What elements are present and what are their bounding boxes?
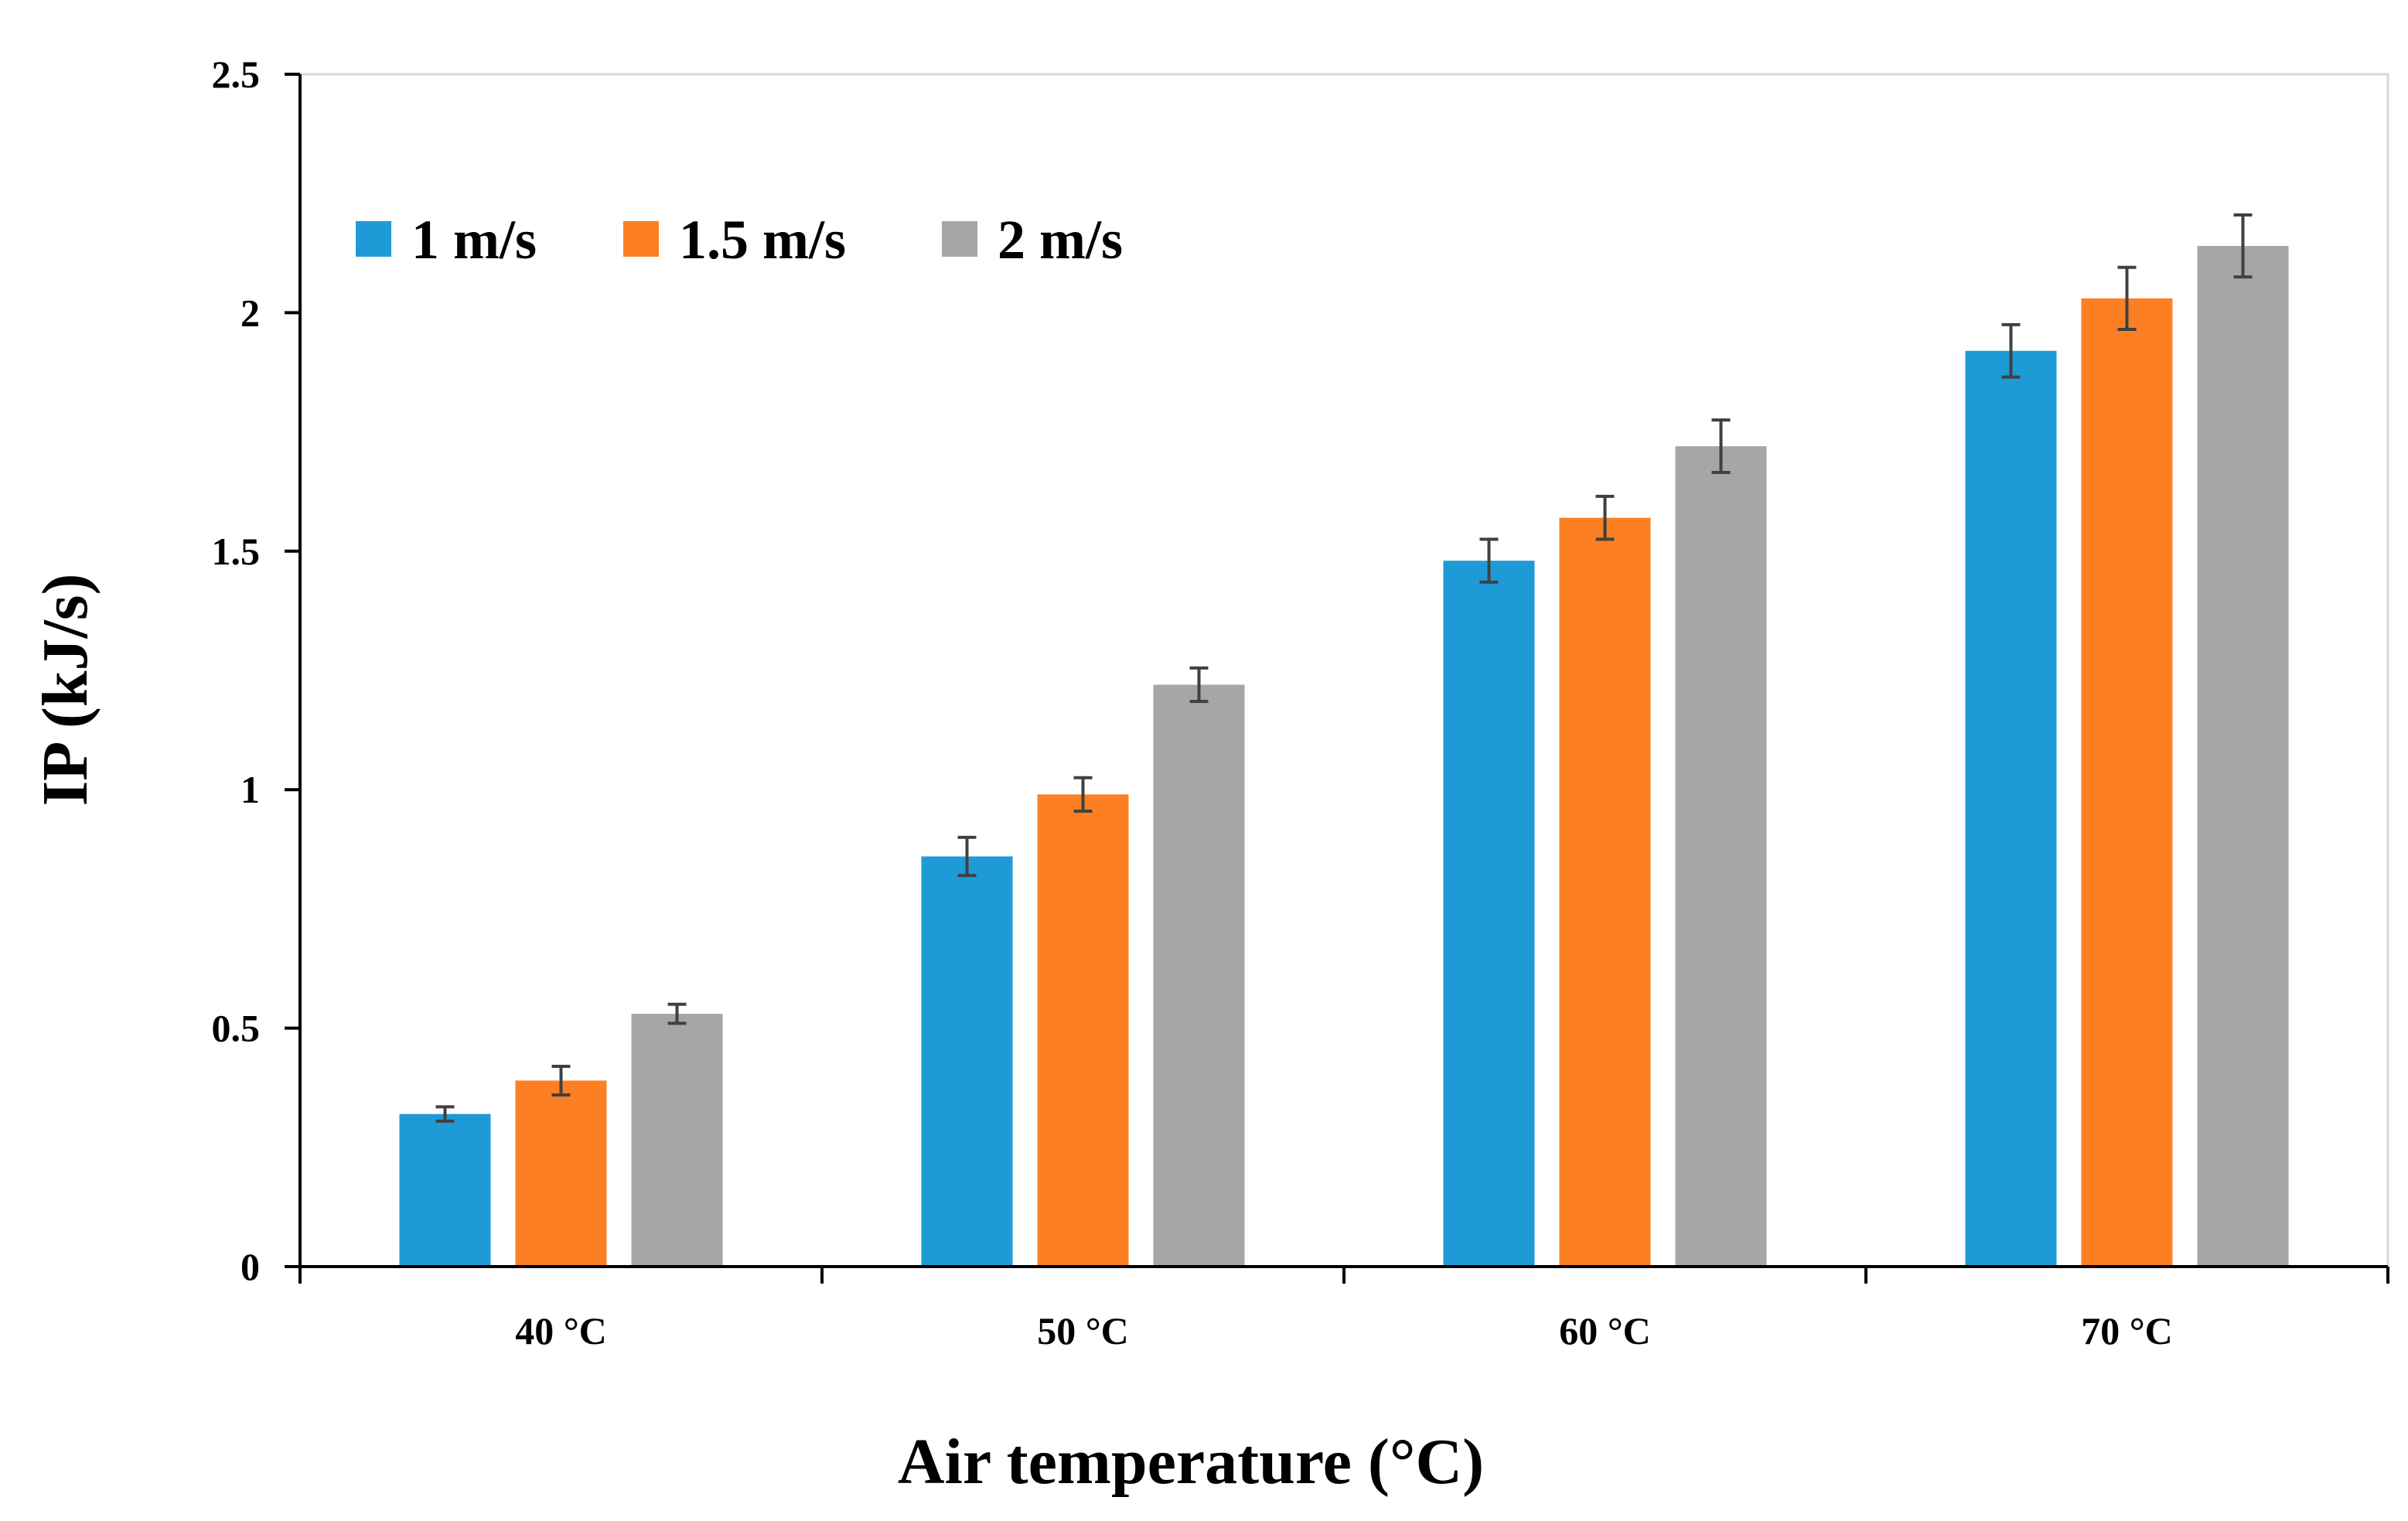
legend-swatch — [942, 221, 977, 257]
bar — [1965, 350, 2057, 1267]
bar — [921, 856, 1013, 1267]
bar — [2081, 298, 2173, 1267]
x-tick-label: 70 °C — [2081, 1309, 2173, 1352]
legend-swatch — [623, 221, 659, 257]
x-tick-label: 50 °C — [1037, 1309, 1129, 1352]
legend-label: 2 m/s — [998, 209, 1123, 271]
y-tick-label: 0 — [240, 1245, 260, 1288]
bar — [631, 1014, 723, 1267]
bar — [1153, 684, 1245, 1267]
plot-area-border — [298, 73, 2389, 1268]
bar — [515, 1080, 607, 1267]
legend-label: 1.5 m/s — [679, 209, 846, 271]
legend-swatch — [356, 221, 391, 257]
legend-label: 1 m/s — [411, 209, 537, 271]
bar — [1037, 794, 1129, 1267]
bar — [399, 1113, 491, 1267]
y-tick-label: 2.5 — [212, 53, 261, 96]
y-axis-title: IP (kJ/s) — [29, 573, 101, 806]
bar — [1559, 517, 1651, 1267]
y-tick-label: 1.5 — [212, 530, 261, 573]
bar — [1443, 561, 1535, 1267]
bar — [2197, 246, 2289, 1267]
x-axis-title: Air temperature (°C) — [898, 1426, 1484, 1498]
x-tick-label: 40 °C — [515, 1309, 607, 1352]
bars-layer — [399, 246, 2289, 1267]
error-bars-layer — [435, 213, 2253, 1123]
legend: 1 m/s 1.5 m/s 2 m/s — [356, 209, 1123, 271]
y-tick-label: 1 — [240, 768, 260, 811]
y-tick-label: 2 — [240, 291, 260, 334]
x-ticks: 40 °C 50 °C 60 °C 70 °C — [298, 1267, 2389, 1352]
y-ticks: 0 0.5 1 1.5 2 2.5 — [212, 53, 300, 1288]
bar — [1675, 446, 1767, 1267]
x-tick-label: 60 °C — [1559, 1309, 1651, 1352]
y-tick-label: 0.5 — [212, 1007, 261, 1050]
